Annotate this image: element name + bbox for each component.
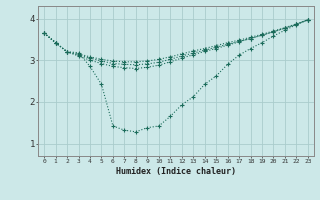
- X-axis label: Humidex (Indice chaleur): Humidex (Indice chaleur): [116, 167, 236, 176]
